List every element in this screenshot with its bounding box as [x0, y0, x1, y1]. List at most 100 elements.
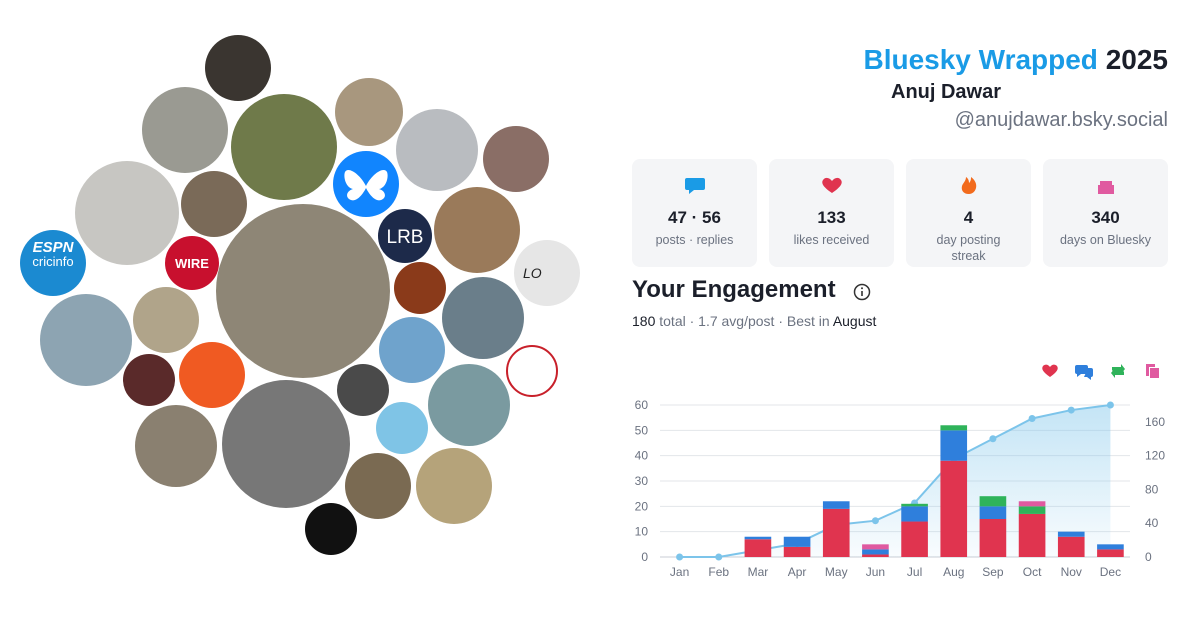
x-tick-label: Jul — [907, 565, 922, 579]
chart: 0 10 20 30 40 50 60 0 40 80 120 160 Jan Feb Mar Apr May J… — [635, 364, 1165, 579]
stat-card: 133 likes received — [769, 159, 894, 267]
avatar[interactable] — [231, 94, 337, 200]
avatar[interactable] — [222, 380, 350, 508]
avatar[interactable] — [483, 126, 549, 192]
bar-segment — [862, 544, 889, 550]
avatar[interactable] — [333, 151, 399, 217]
butterfly — [344, 169, 388, 201]
bar-segment — [940, 460, 968, 557]
x-tick-label: Feb — [708, 565, 729, 579]
bar-segment — [940, 430, 968, 461]
avatar[interactable] — [514, 240, 580, 306]
bar-segment — [979, 519, 1007, 557]
avatar[interactable] — [123, 354, 175, 406]
stat-icon — [821, 177, 842, 193]
avatar[interactable] — [133, 287, 199, 353]
bar-segment — [901, 503, 928, 507]
stat-label: likes received — [793, 233, 870, 247]
stat-value: 340 — [1091, 208, 1120, 227]
avatar[interactable] — [378, 209, 432, 263]
avatar[interactable] — [394, 262, 446, 314]
avatar[interactable] — [376, 402, 428, 454]
y2-tick-label: 0 — [1145, 550, 1152, 564]
summary-middle: · 1.7 avg/post · Best in — [689, 313, 830, 329]
y-tick-label: 40 — [635, 449, 649, 463]
avatar[interactable] — [179, 342, 245, 408]
bar-segment — [979, 506, 1007, 519]
avatar[interactable] — [337, 364, 389, 416]
avatar[interactable] — [428, 364, 510, 446]
section-title: Your Engagement — [632, 276, 836, 303]
stat-label: days on Bluesky — [1059, 233, 1152, 247]
x-tick-label: May — [825, 565, 848, 579]
logo-text: WIRE — [175, 256, 209, 271]
year: 2025 — [1105, 44, 1168, 75]
user-name: Anuj Dawar — [891, 81, 1002, 103]
avatar[interactable] — [506, 345, 558, 397]
avatar[interactable] — [20, 230, 86, 296]
x-tick-label: Apr — [788, 565, 807, 579]
bar-segment — [862, 549, 889, 555]
info-icon[interactable] — [852, 282, 872, 302]
stat-label: day posting streak — [936, 233, 1001, 263]
stat-icon — [684, 178, 705, 194]
avatar[interactable] — [379, 317, 445, 383]
avatar[interactable] — [181, 171, 247, 237]
bar-segment — [744, 536, 772, 540]
legend-icon[interactable] — [1042, 364, 1058, 377]
avatar[interactable] — [216, 204, 390, 378]
legend-icon[interactable] — [1146, 364, 1159, 378]
y-tick-label: 50 — [635, 423, 649, 437]
bar-segment — [901, 521, 928, 557]
avatar[interactable] — [416, 448, 492, 524]
bar-segment — [1057, 536, 1085, 557]
x-tick-label: Aug — [943, 565, 964, 579]
line-point — [1106, 401, 1114, 409]
x-tick-label: Oct — [1023, 565, 1042, 579]
stat-label: posts · replies — [655, 233, 734, 247]
avatar[interactable] — [305, 503, 357, 555]
avatar[interactable] — [75, 161, 179, 265]
line-point — [989, 435, 997, 443]
x-tick-label: Jan — [670, 565, 689, 579]
legend-icon[interactable] — [1075, 365, 1093, 380]
avatar[interactable] — [335, 78, 403, 146]
avatar[interactable] — [165, 236, 219, 290]
bar-segment — [783, 546, 811, 557]
logo-text: LRB — [387, 227, 424, 248]
x-tick-label: Dec — [1100, 565, 1121, 579]
bar-segment — [783, 536, 811, 547]
stat-card: 340 days on Bluesky — [1043, 159, 1168, 267]
logo-text: LO — [523, 265, 542, 281]
bar-segment — [1057, 531, 1085, 537]
y-tick-label: 20 — [635, 499, 649, 513]
app-title: Bluesky Wrapped — [863, 44, 1098, 75]
user-handle: @anujdawar.bsky.social — [954, 109, 1168, 131]
line-point — [1028, 415, 1036, 423]
stat-value: 133 — [817, 208, 846, 227]
x-tick-label: Nov — [1061, 565, 1082, 579]
stat-value: 4 — [963, 208, 974, 227]
bar-segment — [1097, 544, 1124, 550]
stat-value: 47 · 56 — [668, 208, 721, 227]
avatar[interactable] — [135, 405, 217, 487]
x-tick-label: Sep — [982, 565, 1004, 579]
stat-card: 4 day posting streak — [906, 159, 1031, 267]
avatar[interactable] — [205, 35, 271, 101]
avatar[interactable] — [396, 109, 478, 191]
stat-icon — [1097, 176, 1114, 194]
line-point — [715, 553, 723, 561]
avatar[interactable] — [142, 87, 228, 173]
avatar[interactable] — [434, 187, 520, 273]
legend-icon[interactable] — [1111, 364, 1125, 378]
avatar[interactable] — [345, 453, 411, 519]
y-tick-label: 0 — [641, 550, 648, 564]
y-tick-label: 30 — [635, 474, 649, 488]
avatar[interactable] — [40, 294, 132, 386]
x-tick-label: Jun — [866, 565, 885, 579]
bar-segment — [822, 501, 850, 509]
avatar[interactable] — [442, 277, 524, 359]
y2-tick-label: 160 — [1145, 415, 1165, 429]
